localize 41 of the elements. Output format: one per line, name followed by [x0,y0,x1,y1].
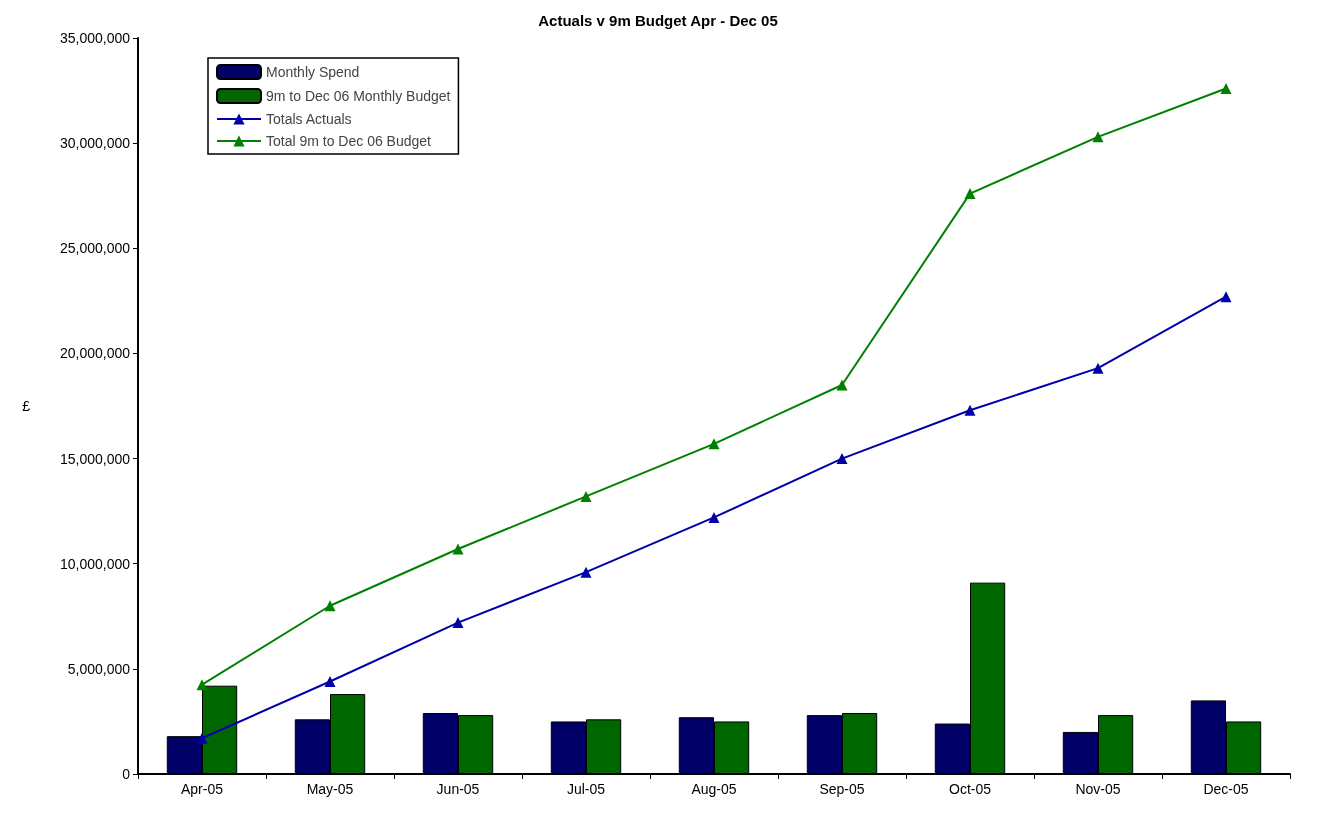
x-tick-label: Aug-05 [691,781,737,797]
point [196,732,208,744]
y-tick-label: 20,000,000 [59,345,131,362]
chart-title: Actuals v 9m Budget Apr - Dec 05 [538,12,778,29]
point [836,453,848,465]
y-tick-label: 35,000,000 [59,30,131,46]
point [452,543,464,555]
point [1220,291,1232,303]
x-tick-label: Dec-05 [1203,781,1249,797]
legend-label: Totals Actuals [266,111,352,127]
y-tick-label: 0 [122,766,131,782]
y-tick-label: 25,000,000 [59,240,131,257]
point [708,511,720,523]
x-tick-label: Sep-05 [819,781,865,797]
legend-label: 9m to Dec 06 Monthly Budget [266,88,451,104]
point [196,679,208,691]
point [1092,131,1104,143]
point [708,438,720,450]
point [324,600,336,612]
point [1092,362,1104,374]
x-tick-label: Jun-05 [436,781,480,797]
legend-label: Total 9m to Dec 06 Budget [266,133,432,149]
point [580,566,592,578]
point [836,379,848,391]
point [964,404,976,416]
point [1220,82,1232,94]
point [964,188,976,200]
point [580,490,592,502]
y-axis-title: £ [22,398,31,414]
x-tick-label: Nov-05 [1075,781,1121,797]
legend-label: Monthly Spend [266,64,360,80]
y-tick-label: 15,000,000 [59,450,131,467]
y-tick-label: 5,000,000 [67,660,131,677]
point [324,675,336,687]
x-tick-label: Apr-05 [180,781,224,797]
x-tick-label: May-05 [306,781,354,797]
x-tick-label: Oct-05 [948,781,992,797]
y-tick-label: 10,000,000 [59,555,131,572]
x-tick-label: Jul-05 [566,781,606,797]
y-tick-label: 30,000,000 [59,135,131,152]
point [452,617,464,629]
